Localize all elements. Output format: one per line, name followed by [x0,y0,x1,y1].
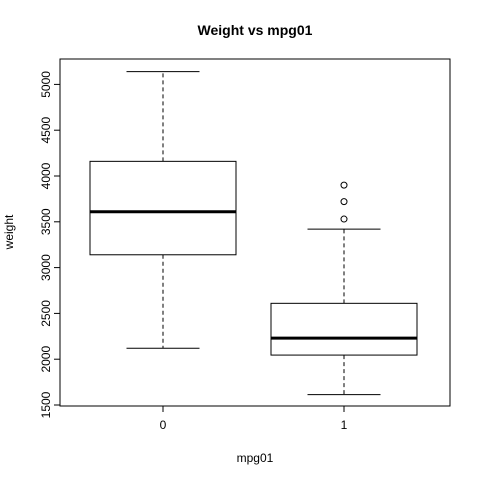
x-tick-label: 0 [160,418,167,432]
boxes-group [89,71,418,396]
iqr-box [270,302,418,356]
y-tick-label: 3000 [39,254,53,281]
y-axis-label: weight [2,214,16,250]
chart-title: Weight vs mpg01 [198,22,313,38]
box-0 [89,71,237,349]
iqr-box [89,160,237,256]
y-tick-label: 5000 [39,71,53,98]
outlier-point [340,198,348,206]
outlier-point [340,215,348,223]
y-tick-label: 3500 [39,208,53,235]
x-axis-label: mpg01 [237,451,274,465]
y-tick-label: 4000 [39,162,53,189]
y-tick-label: 4500 [39,117,53,144]
y-axis: 1500 2000 2500 3000 3500 4000 4500 5000 [39,71,60,418]
box-1 [270,181,418,396]
y-tick-label: 1500 [39,391,53,418]
y-tick-label: 2000 [39,346,53,373]
y-tick-label: 2500 [39,300,53,327]
plot-frame [59,58,451,407]
outlier-point [340,181,348,189]
x-tick-label: 1 [341,418,348,432]
